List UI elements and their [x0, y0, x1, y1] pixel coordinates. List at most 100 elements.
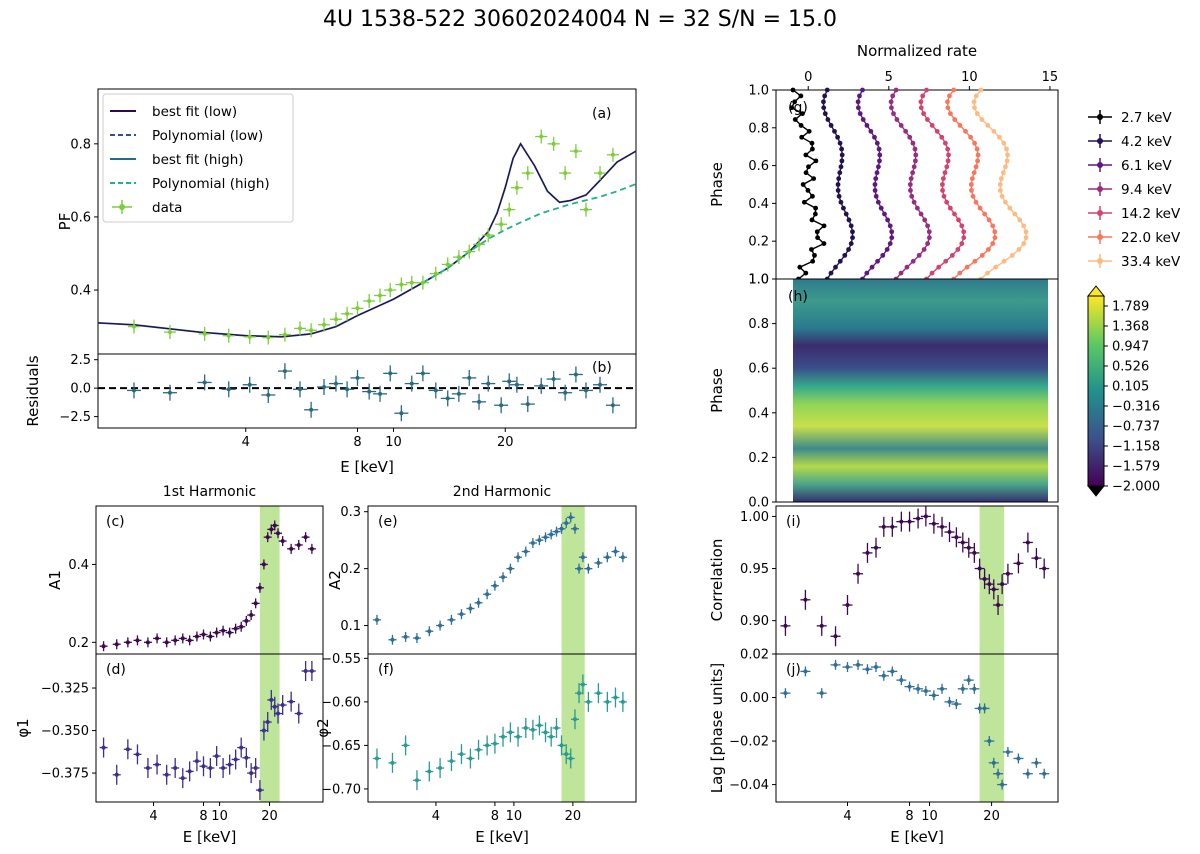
panel-g-series-point — [890, 93, 896, 99]
panel-g-series-point — [846, 247, 851, 252]
panel-g-xtick-label: 10 — [961, 70, 978, 85]
panel-c-point — [303, 535, 308, 540]
panel-g-series-point — [942, 170, 948, 176]
panel-h-ytick-label: 1.0 — [748, 273, 769, 288]
panel-a-point — [367, 299, 372, 303]
panel-g-series-point — [878, 205, 884, 211]
panel-d-point — [164, 772, 169, 777]
panel-g-series-point — [813, 205, 819, 211]
panel-b-point — [226, 387, 231, 392]
panel-a-point — [355, 306, 360, 311]
panel-i-point — [987, 582, 992, 587]
panel-j-ytick-label: 0.02 — [740, 648, 769, 663]
panel-g-series-point — [993, 264, 999, 270]
panel-j-point — [803, 669, 808, 674]
panel-g-series-point — [907, 182, 913, 187]
panel-f-xtick-label: 10 — [506, 809, 523, 824]
panel-d-point — [280, 703, 285, 708]
panel-c-point — [194, 634, 199, 639]
panel-g-series-point — [889, 235, 895, 241]
panel-f-point — [568, 756, 573, 761]
panel-a-point — [539, 134, 544, 139]
panel-b-point — [409, 381, 414, 386]
panel-i-point — [783, 623, 788, 628]
panel-a-point — [202, 331, 207, 336]
panel-a-point — [333, 317, 338, 322]
panel-e-point — [485, 592, 490, 597]
panel-j-point — [833, 662, 838, 667]
panel-g-series-point — [799, 134, 805, 140]
panel-b-point — [486, 381, 491, 386]
panel-e-point — [476, 600, 481, 605]
panel-g-series-point — [792, 117, 798, 122]
panel-d-highlight-band — [259, 654, 280, 802]
panel-g-series-point — [877, 152, 883, 158]
panel-g-legend-marker — [1097, 258, 1103, 264]
panel-a-label: (a) — [592, 106, 612, 122]
panel-d-xlabel: E [keV] — [183, 828, 237, 846]
panel-g-series-point — [952, 117, 958, 122]
panel-g-ytick-label: 1.0 — [748, 84, 769, 99]
panel-i-point — [803, 597, 808, 602]
panel-g-series-point — [821, 105, 827, 111]
panel-f-point — [613, 695, 618, 700]
panel-g-series-point — [911, 199, 917, 205]
panel-g-series-point — [940, 182, 945, 187]
panel-i-point — [881, 524, 886, 529]
panel-g-series-point — [798, 93, 804, 99]
panel-d-point — [180, 776, 185, 781]
panel-j-point — [1034, 760, 1039, 765]
panel-j-point — [1042, 771, 1047, 776]
panel-g-series-point — [825, 117, 831, 122]
panel-g-series-point — [822, 111, 828, 117]
panel-i-frame — [775, 505, 1059, 655]
panel-g-series-point — [803, 270, 809, 276]
panel-g-series-point — [977, 205, 983, 211]
panel-e-ytick-label: 0.3 — [340, 505, 361, 520]
panel-e-point — [559, 526, 564, 531]
panel-f-point — [414, 778, 419, 783]
panel-g-series-point — [809, 217, 815, 223]
panel-g-series-point — [887, 223, 893, 229]
panel-g-series-point — [869, 264, 875, 270]
panel-g-series-point — [839, 146, 845, 152]
panel-g-ytick-label: 0.4 — [748, 197, 769, 212]
panel-d-point — [145, 765, 150, 770]
panel-g-series-point — [810, 193, 815, 199]
panel-a-legend-label: data — [152, 200, 182, 216]
panel-d-xtick-label: 4 — [149, 809, 157, 824]
panel-e-point — [572, 526, 577, 531]
panel-g-series-point — [922, 217, 928, 223]
panel-g-series-point — [857, 93, 862, 99]
panel-g-series-point — [874, 170, 880, 176]
panel-g-series-point — [860, 87, 865, 93]
panel-h-ytick-label: 0.0 — [748, 496, 769, 511]
panel-g-series-point — [946, 152, 951, 158]
panel-f-point — [403, 743, 408, 748]
panel-g-series-point — [880, 252, 886, 258]
panel-j-point — [991, 760, 996, 765]
panel-a-point — [525, 171, 530, 176]
panel-i-point — [833, 634, 838, 639]
panel-e-point — [374, 617, 379, 622]
panel-g-series-point — [974, 111, 980, 117]
panel-i-point — [996, 603, 1001, 608]
panel-d-point — [272, 704, 277, 709]
panel-g-series-point — [800, 111, 805, 117]
panel-a-point — [247, 334, 252, 339]
panel-g-series-point — [979, 117, 985, 122]
panel-f-point — [577, 691, 582, 696]
panel-c-ylabel: A1 — [46, 570, 64, 590]
panel-g-series-point — [875, 164, 881, 170]
panel-c-point — [208, 634, 213, 639]
panel-i-point — [916, 516, 921, 521]
panel-f-point — [580, 682, 585, 687]
panel-j-point — [947, 699, 952, 704]
panel-g-series-point — [970, 193, 976, 199]
panel-g-series-point — [813, 158, 819, 164]
panel-a-point — [477, 242, 482, 247]
panel-g-series-point — [969, 188, 974, 193]
panel-j-point — [960, 686, 965, 691]
panel-g-series-point — [836, 193, 842, 199]
panel-b-point — [388, 371, 393, 376]
